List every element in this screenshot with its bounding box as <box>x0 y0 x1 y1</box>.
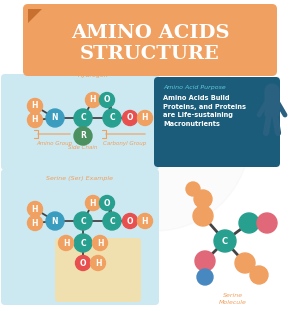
Circle shape <box>193 206 213 226</box>
Text: H: H <box>142 216 148 225</box>
Circle shape <box>85 92 100 108</box>
Text: R: R <box>80 132 86 141</box>
Text: Amino Acid Purpose: Amino Acid Purpose <box>163 85 226 90</box>
Text: O: O <box>104 198 110 207</box>
Text: H: H <box>63 239 69 248</box>
Circle shape <box>46 212 64 230</box>
Circle shape <box>74 109 92 127</box>
Text: N: N <box>52 114 58 123</box>
Circle shape <box>92 235 107 250</box>
FancyBboxPatch shape <box>55 238 141 302</box>
Circle shape <box>239 213 259 233</box>
Text: Serine
Molecule: Serine Molecule <box>219 293 247 304</box>
Text: C: C <box>80 216 86 225</box>
Circle shape <box>103 109 121 127</box>
Circle shape <box>122 213 137 229</box>
Circle shape <box>28 99 43 114</box>
Text: Side Chain: Side Chain <box>68 145 98 150</box>
Circle shape <box>250 266 268 284</box>
Text: Amino Acids Build
Proteins, and Proteins
are Life-sustaining
Macronutrients: Amino Acids Build Proteins, and Proteins… <box>163 95 246 127</box>
Text: Amino Group: Amino Group <box>36 141 72 146</box>
Circle shape <box>257 213 277 233</box>
FancyBboxPatch shape <box>1 74 159 170</box>
FancyBboxPatch shape <box>154 77 280 167</box>
Circle shape <box>28 202 43 216</box>
FancyBboxPatch shape <box>1 169 159 305</box>
Text: C: C <box>80 114 86 123</box>
Circle shape <box>137 213 152 229</box>
Text: O: O <box>127 216 133 225</box>
Text: C: C <box>80 239 86 248</box>
Circle shape <box>194 190 212 208</box>
Text: H: H <box>32 115 38 124</box>
Circle shape <box>85 196 100 211</box>
Circle shape <box>186 182 200 196</box>
Text: C: C <box>109 216 115 225</box>
Circle shape <box>214 230 236 252</box>
Circle shape <box>76 256 91 271</box>
Text: H: H <box>142 114 148 123</box>
Text: AMINO ACIDS: AMINO ACIDS <box>71 24 229 42</box>
Text: H: H <box>32 205 38 213</box>
Text: Serine (Ser) Example: Serine (Ser) Example <box>46 176 113 181</box>
Circle shape <box>58 235 74 250</box>
Circle shape <box>74 212 92 230</box>
Circle shape <box>28 216 43 230</box>
Text: O: O <box>104 95 110 104</box>
Circle shape <box>74 127 92 145</box>
Text: C: C <box>222 236 228 245</box>
Circle shape <box>100 92 115 108</box>
Text: Carbonyl Group: Carbonyl Group <box>103 141 147 146</box>
Circle shape <box>195 251 215 271</box>
Circle shape <box>137 110 152 126</box>
FancyBboxPatch shape <box>23 4 277 76</box>
Polygon shape <box>28 9 42 23</box>
Text: H: H <box>32 219 38 228</box>
Text: N: N <box>52 216 58 225</box>
Text: H: H <box>32 101 38 110</box>
Text: STRUCTURE: STRUCTURE <box>80 45 220 63</box>
Circle shape <box>74 234 92 252</box>
Text: C: C <box>109 114 115 123</box>
Text: H: H <box>95 258 101 267</box>
Circle shape <box>197 269 213 285</box>
Text: O: O <box>127 114 133 123</box>
Circle shape <box>28 113 43 128</box>
Circle shape <box>265 84 279 98</box>
Circle shape <box>235 253 255 273</box>
Text: H: H <box>90 95 96 104</box>
Text: H: H <box>97 239 103 248</box>
Circle shape <box>60 41 250 231</box>
Circle shape <box>122 110 137 126</box>
Circle shape <box>103 212 121 230</box>
Text: H: H <box>90 198 96 207</box>
Text: Hydrogen: Hydrogen <box>78 73 108 78</box>
Text: O: O <box>80 258 86 267</box>
Circle shape <box>91 256 106 271</box>
Circle shape <box>100 196 115 211</box>
Circle shape <box>46 109 64 127</box>
FancyBboxPatch shape <box>265 91 280 117</box>
